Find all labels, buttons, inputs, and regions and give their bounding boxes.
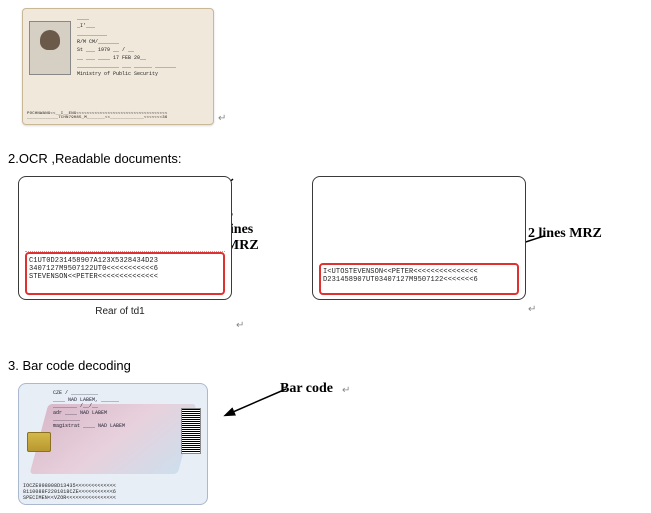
mrz-line: D231458907UT03407127M9507122<<<<<<<6 [323,276,515,284]
id-field-line: St ___ 1979 __ / __ [77,47,209,54]
caption-td1: Rear of td1 [95,306,144,317]
label-2-lines-mrz: 2 lines MRZ [528,226,602,242]
id-fields: ____ _I'___ __________ R/M CM/_______ St… [77,15,209,79]
id-field-line: R/M CM/_______ [77,39,209,46]
id-field-line: ______________ ___ ______ _______ [77,63,209,70]
mrz-line: 3407127M9507122UT0<<<<<<<<<<<6 [29,265,221,273]
id-field-line: Ministry of Public Security [77,71,209,78]
id-mrz: POCHNWANG<<__I__ENG<<<<<<<<<<<<<<<<<<<<<… [27,112,209,120]
ocr-2line-col: 2 lines MRZ I<UTOSTEVENSON<<PETER<<<<<<<… [302,176,526,306]
id-field-line: __________ [77,31,209,38]
mrz-line: I<UTOSTEVENSON<<PETER<<<<<<<<<<<<<<< [323,268,515,276]
mrz-line: SPECIMEN<<VZOR<<<<<<<<<<<<<<<< [23,495,203,501]
id-photo [29,21,71,75]
id-mrz-line: ____________7CHN79085_M_______<<________… [27,116,209,120]
section-2-title: 2.OCR ,Readable documents: [8,151,643,166]
mrz-box-3: C1UT0D231458907A123X5328434D23 3407127M9… [25,252,225,295]
pdf417-barcode [181,408,201,454]
barcode-row: CZE / _________ ____ NAD LABEM, ______ _… [18,383,643,505]
return-symbol-icon: ↵ [528,304,536,316]
section-3-title: 3. Bar code decoding [8,358,643,373]
id-card-passport: ____ _I'___ __________ R/M CM/_______ St… [22,8,214,125]
id-card-barcode: CZE / _________ ____ NAD LABEM, ______ _… [18,383,208,505]
return-symbol-icon: ↵ [236,320,244,332]
id-field-line: ____ [77,15,209,22]
id-field-line: __ ___ ____ 17 FEB 20__ [77,55,209,62]
ocr-row: 3 lines MRZ C1UT0D231458907A123X5328434D… [8,176,643,317]
doc-td1-rear: C1UT0D231458907A123X5328434D23 3407127M9… [18,176,232,300]
chip-icon [27,432,51,452]
return-symbol-icon: ↵ [342,385,350,397]
label-bar-code: Bar code [280,381,333,397]
id2-line: magistrat ____ NAD LABEM [53,423,125,430]
return-symbol-icon: ↵ [218,113,226,125]
id2-mrz: IOCZE998008D13435<<<<<<<<<<<<< 8110088F2… [23,483,203,501]
id2-text: CZE / _________ ____ NAD LABEM, ______ _… [53,390,125,429]
doc-2line: I<UTOSTEVENSON<<PETER<<<<<<<<<<<<<<< D23… [312,176,526,300]
mrz-line: C1UT0D231458907A123X5328434D23 [29,257,221,265]
id-field-line: _I'___ [77,23,209,30]
ocr-3line-col: 3 lines MRZ C1UT0D231458907A123X5328434D… [8,176,232,317]
mrz-line: STEVENSON<<PETER<<<<<<<<<<<<<< [29,273,221,281]
mrz-box-2: I<UTOSTEVENSON<<PETER<<<<<<<<<<<<<<< D23… [319,263,519,295]
